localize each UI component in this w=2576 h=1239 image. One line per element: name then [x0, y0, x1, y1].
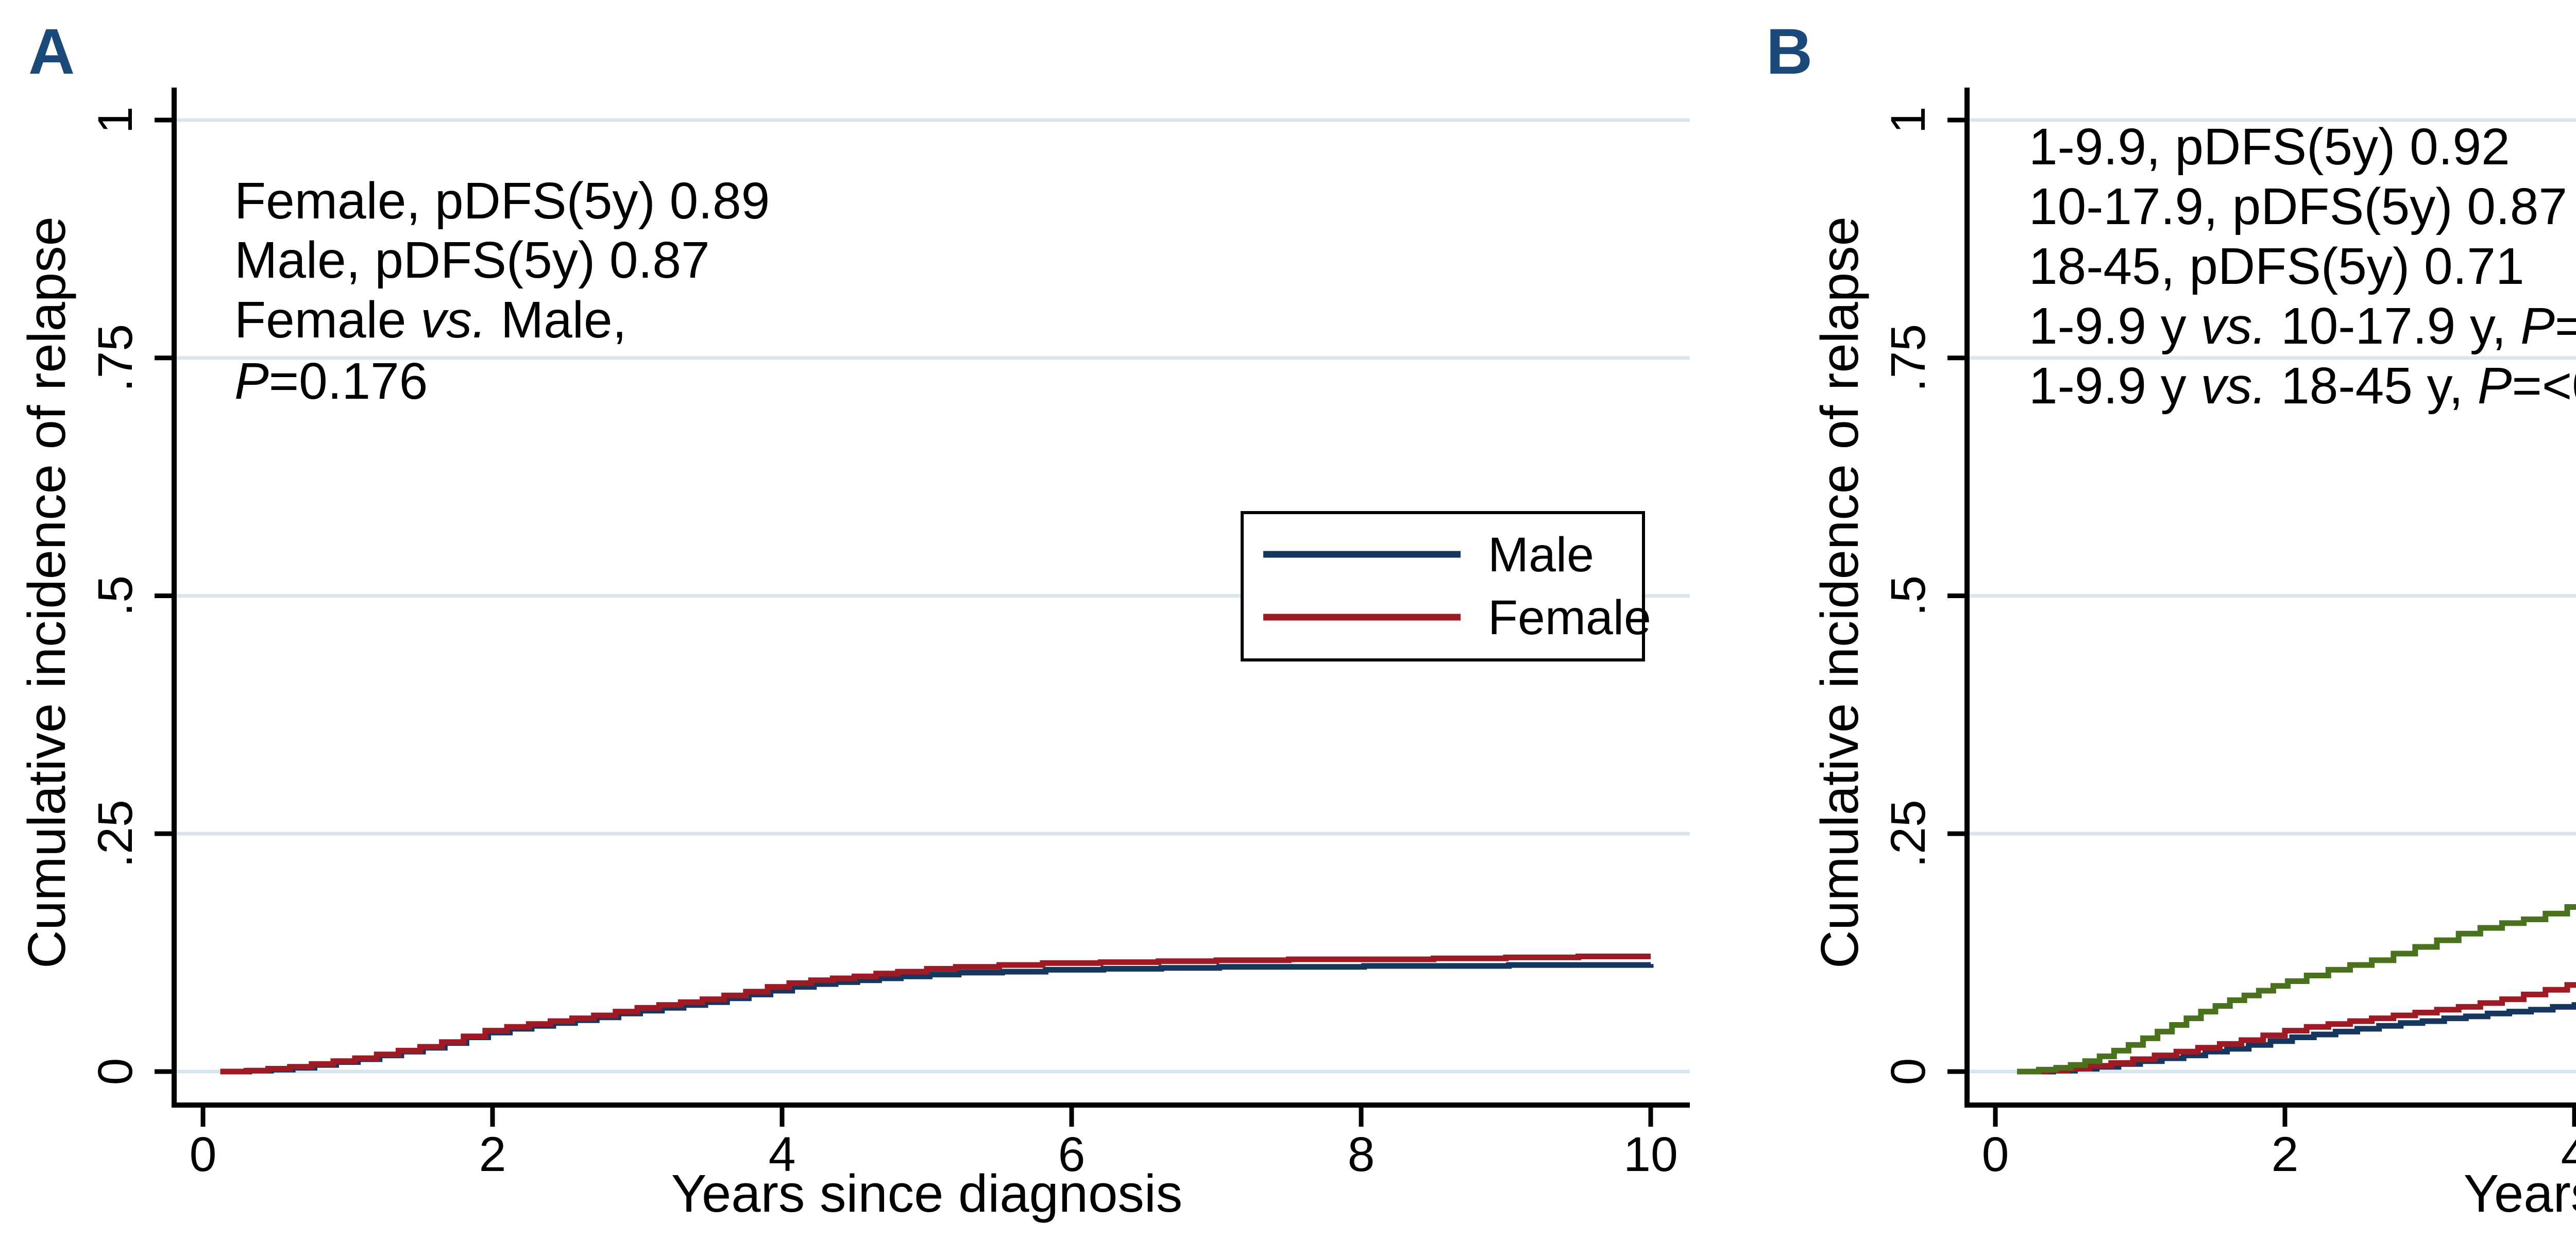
x-axis-title: Years since diagnosis: [2464, 1164, 2576, 1223]
legend-label-Female: Female: [1488, 590, 1651, 645]
y-axis-title: Cumulative incidence of relapse: [1810, 216, 1869, 969]
x-tick-label: 0: [190, 1127, 217, 1182]
x-tick-label: 4: [2561, 1127, 2576, 1182]
y-tick-label: .25: [1881, 800, 1936, 868]
curve-18-45: [2017, 904, 2576, 1075]
x-tick-label: 6: [1058, 1127, 1086, 1182]
y-tick-label: .25: [88, 800, 143, 868]
legend-box: [1241, 511, 1645, 661]
panel-a-label: A: [28, 16, 75, 88]
x-tick-label: 2: [479, 1127, 506, 1182]
annotation-line: P=0.176: [234, 352, 428, 410]
y-tick-label: 1: [1881, 107, 1936, 134]
curve-10-17.9: [2017, 982, 2576, 1075]
x-tick-label: 0: [1982, 1127, 2009, 1182]
annotation-line: Male, pDFS(5y) 0.87: [234, 231, 710, 289]
annotation-line: 1-9.9 y vs. 10-17.9 y, P=0.004: [2029, 297, 2576, 355]
x-tick-label: 8: [1348, 1127, 1375, 1182]
y-axis-title: Cumulative incidence of relapse: [17, 216, 76, 969]
legend-label-Male: Male: [1488, 528, 1594, 582]
y-tick-label: .5: [88, 575, 143, 616]
annotation-line: Female, pDFS(5y) 0.89: [234, 172, 770, 230]
annotation-line: 1-9.9, pDFS(5y) 0.92: [2029, 118, 2510, 176]
y-tick-label: .75: [88, 324, 143, 392]
curve-1-9.9: [2017, 1002, 2576, 1075]
x-axis-title: Years since diagnosis: [671, 1164, 1182, 1223]
annotation-line: 10-17.9, pDFS(5y) 0.87: [2029, 178, 2567, 235]
curve-Male: [220, 962, 1654, 1075]
x-tick-label: 4: [769, 1127, 796, 1182]
y-tick-label: 0: [1881, 1058, 1936, 1085]
y-tick-label: .75: [1881, 324, 1936, 392]
panel-b-label: B: [1766, 16, 1813, 88]
x-tick-label: 10: [1623, 1127, 1678, 1182]
annotation-line: 1-9.9 y vs. 18-45 y, P=<0.001: [2029, 357, 2576, 415]
curve-Female: [220, 954, 1651, 1075]
panel-a: A 0.25.5.75 1 0 2 4 6 8 10 Cumulative incidence …: [17, 16, 1690, 1223]
annotation-line: 18-45, pDFS(5y) 0.71: [2029, 237, 2524, 295]
annotation-line: Female vs. Male,: [234, 291, 626, 349]
y-tick-label: 1: [88, 107, 143, 134]
y-tick-label: 0: [88, 1058, 143, 1085]
y-tick-label: .5: [1881, 575, 1936, 616]
x-tick-label: 2: [2272, 1127, 2299, 1182]
